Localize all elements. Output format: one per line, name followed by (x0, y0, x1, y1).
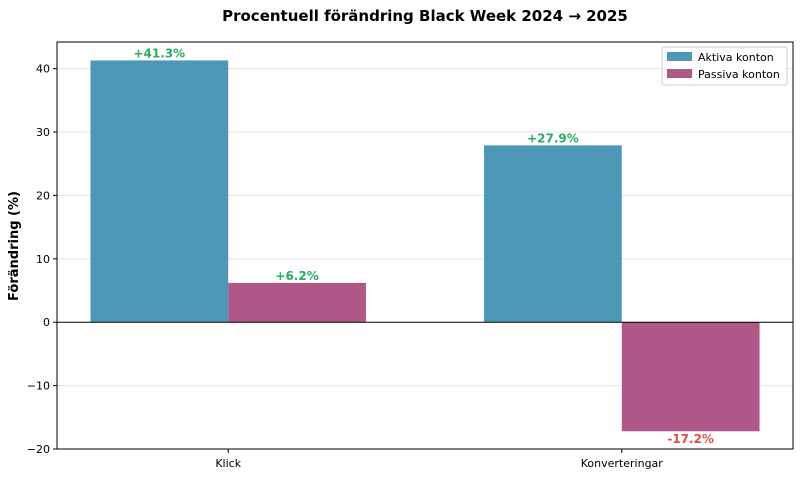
legend-label: Aktiva konton (698, 51, 774, 64)
y-tick-label: 40 (36, 63, 50, 76)
bar-aktiva-konton (90, 60, 229, 323)
data-label: +27.9% (527, 131, 579, 145)
y-tick-label: 30 (36, 126, 50, 139)
data-label: -17.2% (667, 432, 714, 446)
bar-aktiva-konton (484, 145, 622, 323)
legend-swatch (667, 69, 692, 78)
legend-label: Passiva konton (698, 68, 780, 81)
x-tick-label: Klick (215, 457, 241, 470)
y-tick-label: 20 (36, 189, 50, 202)
plot-frame (56, 41, 794, 450)
y-tick-label: 0 (43, 316, 50, 329)
data-label: +41.3% (133, 46, 185, 60)
y-tick-label: −20 (27, 443, 50, 456)
legend: Aktiva konton Passiva konton (661, 46, 788, 86)
bar-passiva-konton (621, 322, 760, 432)
y-tick-label: 10 (36, 253, 50, 266)
bar-passiva-konton (228, 282, 366, 323)
y-tick-label: −10 (27, 380, 50, 393)
x-tick-label: Konverteringar (581, 457, 664, 470)
legend-box (661, 46, 788, 86)
chart-title: Procentuell förändring Black Week 2024 →… (222, 7, 628, 25)
y-axis-label: Förändring (%) (7, 191, 22, 301)
legend-swatch (667, 52, 692, 61)
data-label: +6.2% (275, 269, 318, 283)
